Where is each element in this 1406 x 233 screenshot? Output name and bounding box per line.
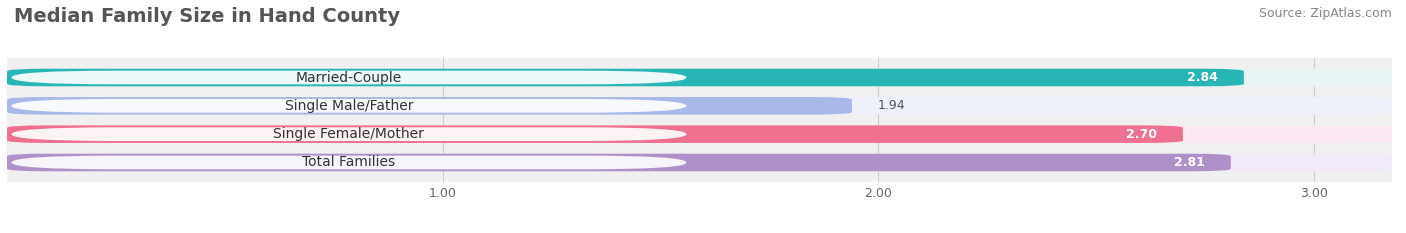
FancyBboxPatch shape: [11, 99, 686, 113]
FancyBboxPatch shape: [7, 154, 1392, 171]
FancyBboxPatch shape: [7, 97, 852, 115]
Text: 1.94: 1.94: [877, 99, 905, 112]
Text: Median Family Size in Hand County: Median Family Size in Hand County: [14, 7, 401, 26]
FancyBboxPatch shape: [7, 97, 1392, 115]
Text: Source: ZipAtlas.com: Source: ZipAtlas.com: [1258, 7, 1392, 20]
FancyBboxPatch shape: [7, 154, 1230, 171]
FancyBboxPatch shape: [7, 69, 1244, 86]
FancyBboxPatch shape: [11, 127, 686, 141]
FancyBboxPatch shape: [11, 71, 686, 84]
Text: Total Families: Total Families: [302, 155, 395, 169]
FancyBboxPatch shape: [7, 125, 1182, 143]
Text: Married-Couple: Married-Couple: [295, 71, 402, 85]
Text: Single Female/Mother: Single Female/Mother: [273, 127, 425, 141]
FancyBboxPatch shape: [7, 125, 1392, 143]
FancyBboxPatch shape: [7, 69, 1392, 86]
Text: 2.81: 2.81: [1174, 156, 1205, 169]
Text: 2.70: 2.70: [1126, 128, 1157, 141]
Text: 2.84: 2.84: [1187, 71, 1218, 84]
Text: Single Male/Father: Single Male/Father: [284, 99, 413, 113]
FancyBboxPatch shape: [11, 156, 686, 169]
